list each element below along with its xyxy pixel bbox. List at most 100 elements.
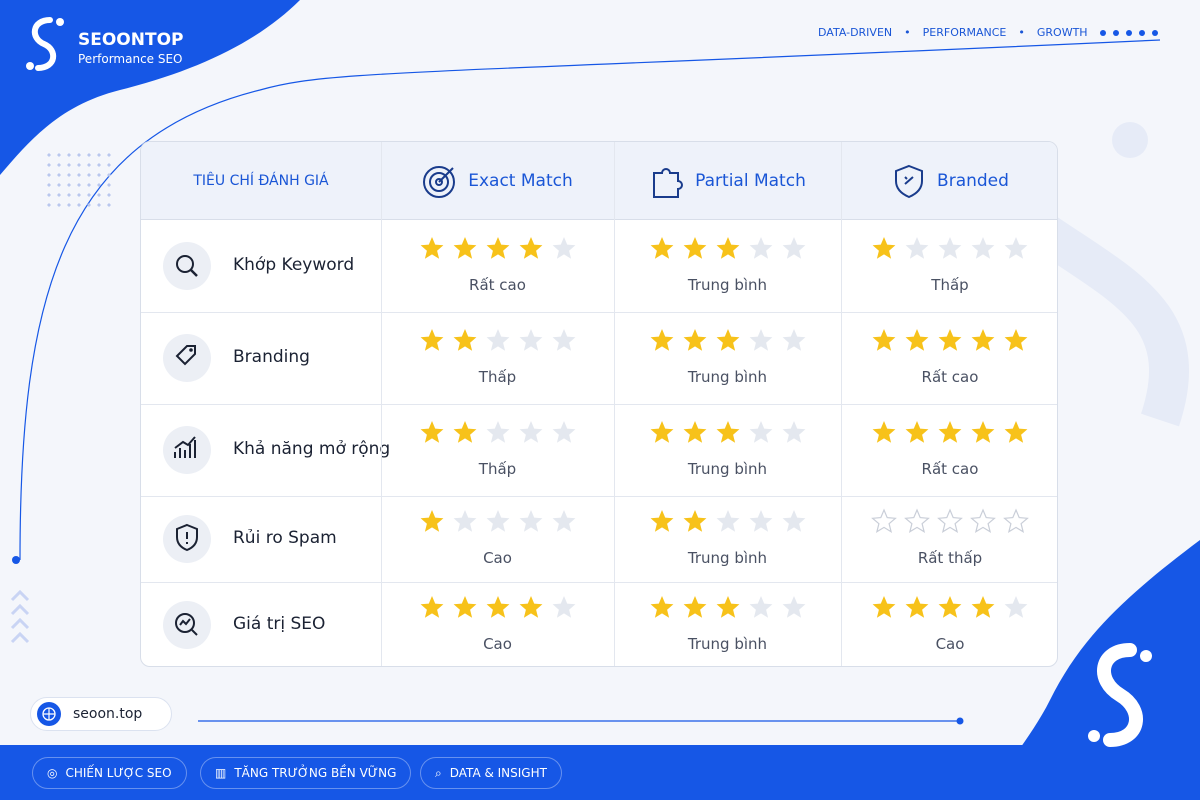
star [552, 596, 575, 618]
star-rating [420, 510, 575, 532]
star-rating [420, 236, 575, 259]
star [971, 236, 995, 259]
star [552, 329, 575, 351]
star-rating [872, 421, 1028, 443]
criterion-label: Khớp Keyword [233, 254, 355, 275]
star [519, 421, 542, 443]
star [486, 596, 509, 618]
rating-label: Trung bình [687, 275, 768, 294]
star [749, 510, 772, 532]
star [938, 329, 962, 351]
star [905, 236, 929, 259]
rating-label: Rất cao [921, 368, 979, 386]
tag-text: DATA & INSIGHT [449, 766, 547, 780]
star-rating [871, 508, 1029, 533]
star [905, 596, 929, 618]
rating-label: Rất cao [921, 460, 979, 478]
header-row [141, 142, 1057, 220]
star [938, 236, 962, 259]
star [552, 421, 575, 443]
star [650, 421, 673, 443]
rating-label: Rất thấp [917, 549, 983, 567]
globe-icon [37, 702, 61, 726]
footer-tag: ⌕ DATA & INSIGHT [420, 757, 562, 789]
star [486, 329, 509, 351]
header-cell: Branded [841, 142, 1057, 219]
star [486, 421, 509, 443]
star [683, 236, 706, 259]
star [782, 329, 805, 351]
star [782, 596, 805, 618]
star [905, 329, 929, 351]
criterion-icon [163, 426, 211, 474]
star [782, 421, 805, 443]
criterion-icon [163, 241, 211, 290]
star [453, 421, 476, 443]
star [552, 236, 575, 259]
rating-label: Trung bình [687, 368, 768, 386]
star [420, 329, 443, 351]
star [971, 421, 995, 443]
tag-text: CHIẾN LƯỢC SEO [65, 766, 172, 780]
star-rating [420, 421, 575, 443]
rating-label: Trung bình [687, 460, 768, 478]
star [938, 421, 962, 443]
star [716, 236, 739, 259]
star [453, 596, 476, 618]
star-rating [650, 510, 805, 532]
row-divider [141, 582, 1057, 583]
star [486, 236, 509, 259]
row-divider [141, 404, 1057, 405]
star [971, 596, 995, 618]
target-icon [423, 165, 456, 198]
criterion-icon [163, 515, 211, 563]
star [650, 596, 673, 618]
star [420, 421, 443, 443]
rating-label: Cao [935, 635, 965, 653]
nav-item: PERFORMANCE [922, 26, 1007, 39]
star [420, 596, 443, 618]
star [716, 421, 739, 443]
star [420, 510, 443, 532]
star [872, 421, 896, 443]
star [782, 510, 805, 532]
header-text: Branded [937, 170, 1009, 191]
star [872, 596, 896, 618]
footer-tag: ◎ CHIẾN LƯỢC SEO [32, 757, 187, 789]
rating-label: Thấp [478, 460, 517, 478]
star [453, 329, 476, 351]
column-divider [841, 142, 842, 666]
puzzle-icon [653, 167, 684, 198]
star [683, 510, 706, 532]
brand-name: SEOONTOP [78, 30, 184, 50]
star-rating [872, 596, 1028, 618]
header-text: TIÊU CHÍ ĐÁNH GIÁ [193, 172, 329, 189]
star [1003, 508, 1029, 533]
star [683, 421, 706, 443]
criterion-label: Khả năng mở rộng [233, 439, 391, 459]
star-rating [420, 596, 575, 618]
website-pill[interactable]: seoon.top [30, 697, 172, 731]
rating-label: Cao [483, 549, 512, 567]
rating-label: Cao [483, 635, 512, 653]
rating-label: Trung bình [687, 635, 768, 653]
criterion-icon [163, 601, 211, 649]
star [519, 236, 542, 259]
star-rating [650, 596, 805, 618]
star [749, 329, 772, 351]
rating-label: Trung bình [687, 549, 768, 567]
star [1004, 329, 1028, 351]
star [782, 236, 805, 259]
header-cell: Partial Match [614, 142, 841, 219]
top-nav: DATA-DRIVEN • PERFORMANCE • GROWTH [818, 26, 1088, 39]
star-rating [650, 236, 805, 259]
star [650, 329, 673, 351]
star-rating [872, 329, 1028, 351]
star-rating [420, 329, 575, 351]
star [519, 329, 542, 351]
star [1004, 596, 1028, 618]
star [453, 510, 476, 532]
star [872, 329, 896, 351]
star [1004, 421, 1028, 443]
header-cell: Exact Match [381, 142, 614, 219]
